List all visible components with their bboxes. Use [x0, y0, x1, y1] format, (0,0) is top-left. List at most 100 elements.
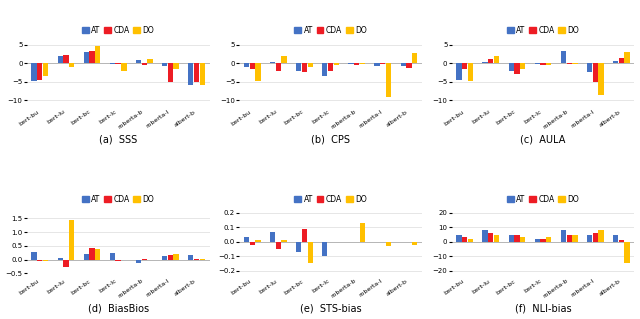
Bar: [276, 242, 281, 249]
Legend: AT, CDA, DO: AT, CDA, DO: [291, 22, 370, 38]
Bar: [520, 63, 525, 69]
Bar: [31, 252, 36, 260]
Bar: [625, 52, 630, 63]
Bar: [270, 62, 275, 63]
Bar: [31, 63, 36, 81]
Bar: [162, 63, 167, 66]
Bar: [572, 234, 577, 242]
Bar: [136, 260, 141, 263]
Bar: [322, 63, 328, 76]
Bar: [296, 242, 301, 252]
Bar: [136, 60, 141, 63]
Bar: [456, 63, 461, 80]
Bar: [244, 237, 249, 242]
Bar: [494, 56, 499, 63]
Bar: [509, 234, 514, 242]
Bar: [468, 239, 473, 242]
Bar: [90, 50, 95, 63]
Bar: [619, 58, 624, 63]
Bar: [333, 63, 339, 65]
Bar: [540, 63, 546, 65]
Bar: [412, 242, 417, 245]
Bar: [566, 63, 572, 64]
Bar: [302, 63, 307, 72]
Bar: [282, 240, 287, 242]
Bar: [188, 255, 193, 260]
Bar: [488, 59, 493, 63]
Bar: [468, 63, 473, 81]
X-axis label: (d)  BiasBios: (d) BiasBios: [88, 303, 148, 314]
Bar: [43, 63, 48, 76]
Bar: [200, 63, 205, 85]
X-axis label: (a)  SSS: (a) SSS: [99, 134, 137, 144]
Bar: [534, 63, 540, 64]
X-axis label: (c)  AULA: (c) AULA: [520, 134, 566, 144]
Bar: [354, 63, 359, 65]
Bar: [322, 242, 328, 256]
Bar: [276, 63, 281, 70]
Bar: [63, 55, 68, 63]
X-axis label: (b)  CPS: (b) CPS: [311, 134, 350, 144]
Bar: [598, 63, 604, 95]
Bar: [250, 242, 255, 245]
Bar: [109, 253, 115, 260]
Bar: [141, 259, 147, 260]
Bar: [456, 234, 461, 242]
Bar: [546, 237, 552, 242]
Bar: [168, 63, 173, 82]
Bar: [255, 63, 260, 81]
Bar: [412, 53, 417, 63]
Bar: [37, 260, 42, 261]
Bar: [462, 237, 467, 242]
Legend: AT, CDA, DO: AT, CDA, DO: [504, 192, 582, 207]
Bar: [613, 234, 618, 242]
Legend: AT, CDA, DO: AT, CDA, DO: [504, 22, 582, 38]
Bar: [37, 63, 42, 80]
Bar: [509, 63, 514, 70]
Bar: [515, 234, 520, 242]
Bar: [593, 63, 598, 82]
Bar: [308, 242, 313, 263]
Bar: [488, 233, 493, 242]
Bar: [188, 63, 193, 85]
Bar: [587, 234, 592, 242]
Legend: AT, CDA, DO: AT, CDA, DO: [79, 192, 157, 207]
Bar: [406, 63, 412, 68]
Legend: AT, CDA, DO: AT, CDA, DO: [291, 192, 370, 207]
Bar: [587, 63, 592, 72]
Bar: [255, 240, 260, 242]
Bar: [572, 63, 577, 64]
Bar: [250, 63, 255, 69]
Bar: [566, 234, 572, 242]
Bar: [462, 63, 467, 69]
Bar: [58, 56, 63, 63]
Bar: [374, 63, 380, 66]
Bar: [360, 223, 365, 242]
Bar: [270, 232, 275, 242]
Bar: [173, 63, 179, 69]
Bar: [625, 242, 630, 263]
Bar: [613, 61, 618, 63]
Bar: [561, 230, 566, 242]
Bar: [69, 63, 74, 67]
Bar: [540, 239, 546, 242]
X-axis label: (f)  NLI-bias: (f) NLI-bias: [515, 303, 572, 314]
Bar: [63, 260, 68, 267]
Bar: [598, 230, 604, 242]
Bar: [173, 254, 179, 260]
Bar: [168, 255, 173, 260]
Bar: [200, 259, 205, 260]
Bar: [141, 63, 147, 65]
Bar: [194, 258, 199, 260]
Bar: [90, 248, 95, 260]
Bar: [296, 63, 301, 70]
Bar: [115, 260, 121, 261]
Bar: [69, 220, 74, 260]
Bar: [121, 63, 127, 70]
Bar: [109, 63, 115, 64]
Bar: [244, 63, 249, 67]
Bar: [483, 230, 488, 242]
Bar: [386, 63, 391, 97]
Bar: [515, 63, 520, 74]
Bar: [84, 254, 89, 260]
